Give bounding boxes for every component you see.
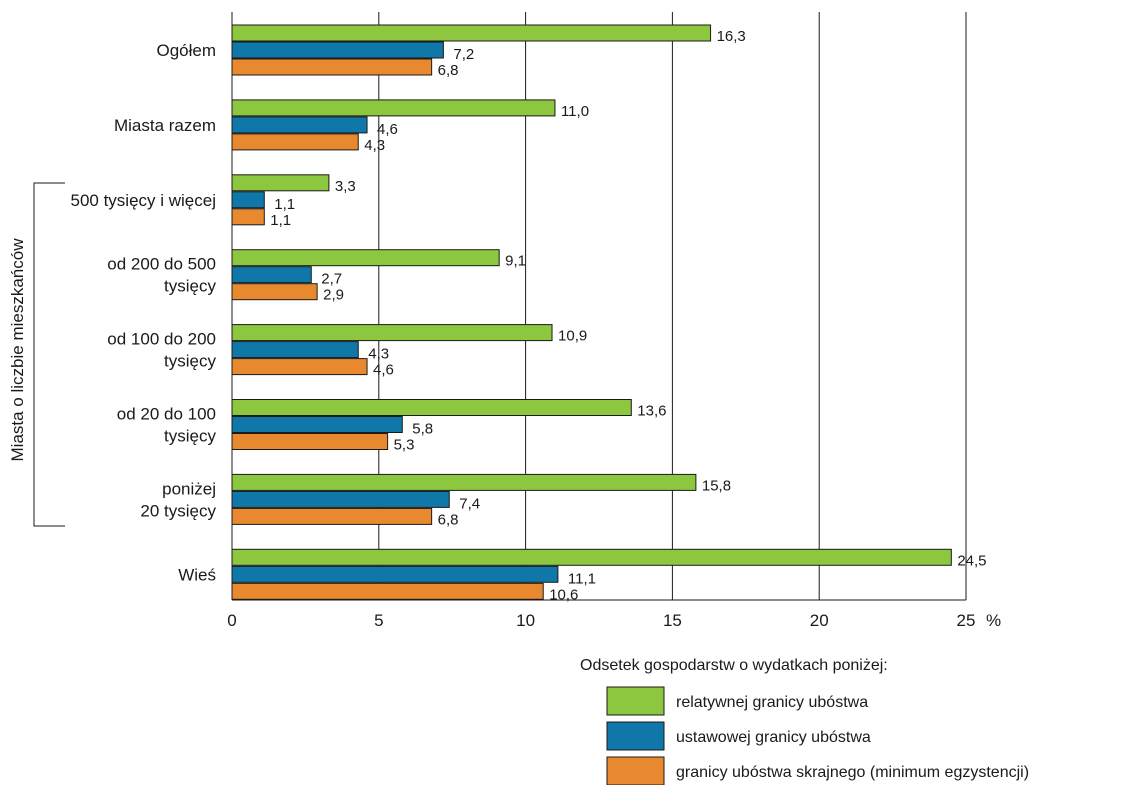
value-label-1-8: 24,5 [957, 552, 986, 569]
x-tick-label-5: 5 [374, 611, 383, 630]
value-label-1-5: 10,9 [558, 328, 587, 345]
category-label-5: od 100 do 200 tysięcy [107, 330, 216, 371]
value-label-2-8: 11,1 [568, 570, 596, 587]
group-bracket: Miasta o liczbie mieszkańców [8, 182, 65, 527]
legend-title: Odsetek gospodarstw o wydatkach poniżej: [580, 657, 888, 674]
x-tick-labels: 0 5 10 15 20 25 [227, 611, 975, 630]
value-label-2-1: 7,2 [453, 46, 474, 63]
value-label-3-5: 4,6 [373, 362, 394, 379]
bar-2-1 [231, 41, 444, 59]
bar-2-5 [231, 341, 359, 359]
legend-label-2: ustawowej granicy ubóstwa [676, 729, 871, 746]
value-label-3-4: 2,9 [323, 287, 344, 304]
bar-3-3 [231, 208, 265, 226]
value-label-1-1: 16,3 [717, 28, 746, 45]
bar-3-4 [231, 283, 318, 301]
value-label-2-5: 4,3 [368, 346, 389, 363]
value-label-3-2: 4,3 [364, 137, 385, 154]
legend: Odsetek gospodarstw o wydatkach poniżej:… [580, 657, 1029, 785]
category-labels: Ogółem Miasta razem 500 tysięcy i więcej od… [70, 41, 216, 584]
bar-1-7 [231, 473, 697, 491]
value-label-1-6: 13,6 [637, 403, 666, 420]
legend-label-1: relatywnej granicy ubóstwa [676, 694, 868, 711]
bar-1-8 [231, 548, 952, 566]
value-label-2-2: 4,6 [377, 121, 398, 138]
value-label-2-7: 7,4 [459, 495, 480, 512]
x-tick-label-25: 25 [957, 611, 976, 630]
category-label-6: od 20 do 100 tysięcy [117, 405, 217, 446]
bar-1-4 [231, 249, 500, 267]
bar-1-1 [231, 24, 712, 42]
bars [231, 24, 952, 600]
category-label-7: poniżej 20 tysięcy [140, 479, 216, 520]
bar-2-2 [231, 116, 368, 134]
x-tick-label-15: 15 [663, 611, 682, 630]
value-label-2-4: 2,7 [321, 271, 342, 288]
category-label-2: Miasta razem [114, 116, 216, 135]
category-label-8: Wieś [178, 565, 216, 584]
value-label-1-2: 11,0 [561, 103, 589, 120]
value-label-1-4: 9,1 [505, 253, 526, 270]
value-label-2-3: 1,1 [274, 196, 295, 213]
value-label-3-1: 6,8 [438, 62, 459, 79]
bar-1-3 [231, 174, 330, 192]
bar-1-2 [231, 99, 556, 117]
category-label-3: 500 tysięcy i więcej [70, 191, 216, 210]
legend-label-3: granicy ubóstwa skrajnego (minimum egzys… [676, 764, 1029, 781]
x-tick-label-10: 10 [516, 611, 535, 630]
x-unit-label: % [986, 611, 1001, 630]
bar-3-8 [231, 582, 544, 600]
bar-1-5 [231, 324, 553, 342]
value-label-2-6: 5,8 [412, 421, 433, 438]
bar-3-7 [231, 507, 433, 525]
value-label-1-7: 15,8 [702, 477, 731, 494]
bar-2-8 [231, 565, 559, 583]
value-label-3-6: 5,3 [394, 437, 415, 454]
bar-3-1 [231, 58, 433, 76]
bar-3-5 [231, 358, 368, 376]
value-label-1-3: 3,3 [335, 178, 356, 195]
bar-3-6 [231, 433, 389, 450]
x-tick-label-20: 20 [810, 611, 829, 630]
value-label-3-3: 1,1 [270, 212, 291, 229]
legend-swatch-1 [606, 686, 665, 716]
bar-2-4 [231, 266, 312, 284]
bracket-line [33, 182, 65, 527]
value-labels: 16,37,26,811,04,64,33,31,11,19,12,72,910… [270, 28, 986, 603]
bar-2-3 [231, 191, 265, 209]
value-label-3-7: 6,8 [438, 511, 459, 528]
group-label: Miasta o liczbie mieszkańców [8, 238, 27, 462]
bar-3-2 [231, 133, 359, 151]
category-label-1: Ogółem [156, 41, 216, 60]
bar-1-6 [231, 399, 632, 416]
category-label-4: od 200 do 500 tysięcy [107, 255, 216, 296]
legend-swatch-2 [606, 721, 665, 751]
bar-2-6 [231, 416, 403, 433]
x-tick-label-0: 0 [227, 611, 236, 630]
value-label-3-8: 10,6 [549, 586, 578, 603]
bar-2-7 [231, 490, 450, 508]
x-axis: 0 5 10 15 20 25 % [227, 599, 1001, 630]
legend-swatch-3 [606, 756, 665, 785]
